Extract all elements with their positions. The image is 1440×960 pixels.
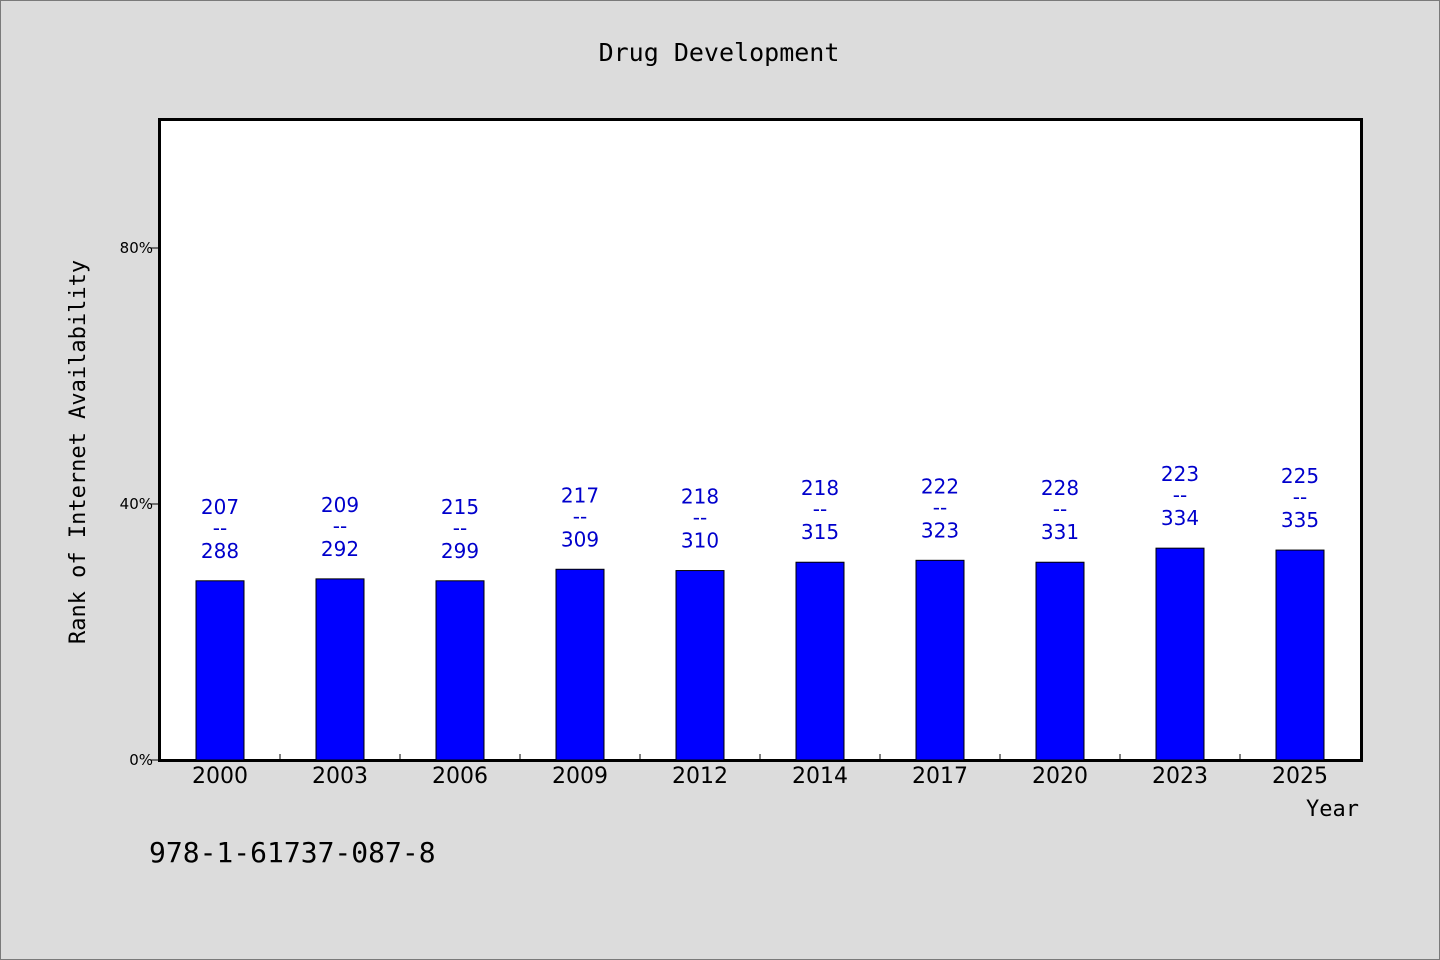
bar-label-bottom: 309 bbox=[561, 527, 599, 551]
y-tick-label: 0% bbox=[129, 751, 153, 769]
x-axis-label: Year bbox=[1306, 797, 1359, 822]
bar-2025 bbox=[1275, 549, 1325, 761]
axis-ticks bbox=[150, 247, 1241, 761]
bar-label-separator: -- bbox=[453, 516, 467, 540]
bar-2012 bbox=[675, 570, 725, 761]
bar-label-separator: -- bbox=[213, 516, 227, 540]
bar-2014 bbox=[795, 561, 845, 761]
bar-labels: 207--288209--292215--299217--309218--310… bbox=[201, 462, 1319, 563]
bar-label-bottom: 299 bbox=[441, 539, 479, 563]
bar-label-top: 215 bbox=[441, 495, 479, 519]
y-tick-label: 80% bbox=[120, 239, 153, 257]
bar-2023 bbox=[1155, 547, 1205, 761]
bar-label-separator: -- bbox=[1053, 497, 1067, 521]
bar-2020 bbox=[1035, 561, 1085, 761]
bar-label-separator: -- bbox=[1173, 483, 1187, 507]
bar-2000 bbox=[195, 580, 245, 761]
bar-2003 bbox=[315, 578, 365, 761]
bar-label-separator: -- bbox=[813, 497, 827, 521]
bar-label-top: 225 bbox=[1281, 464, 1319, 488]
x-tick-label: 2017 bbox=[912, 764, 968, 789]
x-tick-label: 2003 bbox=[312, 764, 368, 789]
x-tick-label: 2000 bbox=[192, 764, 248, 789]
bar-label-top: 217 bbox=[561, 483, 599, 507]
bar-label-top: 228 bbox=[1041, 476, 1079, 500]
bar-label-top: 222 bbox=[921, 474, 959, 498]
bar-label-top: 209 bbox=[321, 493, 359, 517]
bar-label-separator: -- bbox=[933, 495, 947, 519]
bar-label-separator: -- bbox=[573, 504, 587, 528]
bar-label-bottom: 334 bbox=[1161, 506, 1199, 530]
x-tick-label: 2006 bbox=[432, 764, 488, 789]
bar-label-separator: -- bbox=[333, 514, 347, 538]
bar-label-bottom: 292 bbox=[321, 537, 359, 561]
bar-label-top: 218 bbox=[681, 485, 719, 509]
x-tick-label: 2023 bbox=[1152, 764, 1208, 789]
y-tick-label: 40% bbox=[120, 495, 153, 513]
bars bbox=[195, 547, 1325, 761]
bar-label-top: 218 bbox=[801, 476, 839, 500]
bar-label-top: 223 bbox=[1161, 462, 1199, 486]
bar-2006 bbox=[435, 580, 485, 761]
x-tick-label: 2009 bbox=[552, 764, 608, 789]
x-tick-label: 2012 bbox=[672, 764, 728, 789]
bar-label-top: 207 bbox=[201, 495, 239, 519]
chart-title: Drug Development bbox=[599, 38, 840, 67]
bar-label-bottom: 288 bbox=[201, 539, 239, 563]
y-tick-labels: 0% 40% 80% bbox=[120, 239, 153, 769]
bar-label-bottom: 323 bbox=[921, 518, 959, 542]
bar-label-separator: -- bbox=[693, 506, 707, 530]
y-axis-label: Rank of Internet Availability bbox=[66, 260, 91, 644]
isbn-footnote: 978-1-61737-087-8 bbox=[149, 836, 436, 869]
bar-label-bottom: 331 bbox=[1041, 520, 1079, 544]
x-tick-labels: 2000 2003 2006 2009 2012 2014 2017 2020 2023 2025 bbox=[192, 764, 1328, 789]
bar-label-bottom: 315 bbox=[801, 520, 839, 544]
bar-2017 bbox=[915, 559, 965, 761]
bar-2009 bbox=[555, 568, 605, 761]
x-tick-label: 2020 bbox=[1032, 764, 1088, 789]
bar-label-bottom: 335 bbox=[1281, 508, 1319, 532]
bar-label-bottom: 310 bbox=[681, 529, 719, 553]
x-tick-label: 2014 bbox=[792, 764, 848, 789]
x-tick-label: 2025 bbox=[1272, 764, 1328, 789]
bar-label-separator: -- bbox=[1293, 485, 1307, 509]
